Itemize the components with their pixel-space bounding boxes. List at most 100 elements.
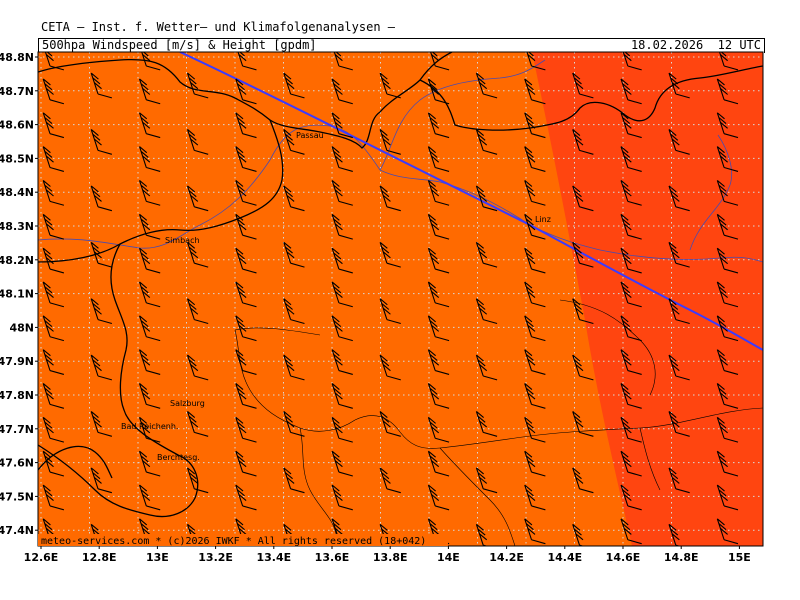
- wind-barb-icon: [138, 450, 161, 477]
- wind-barb-icon: [42, 213, 65, 240]
- wind-barb-icon: [524, 484, 546, 511]
- wind-barb-icon: [283, 411, 305, 437]
- wind-barb-icon: [331, 146, 353, 172]
- wind-barb-icon: [138, 484, 161, 511]
- wind-barb-icon: [235, 112, 257, 139]
- wind-barb-icon: [283, 129, 305, 155]
- wind-barb-icon: [235, 146, 257, 172]
- wind-barb-icon: [572, 354, 594, 381]
- wind-barb-icon: [620, 315, 642, 342]
- wind-barb-icon: [138, 416, 161, 443]
- wind-barb-icon: [524, 416, 546, 443]
- wind-barb-icon: [379, 129, 401, 155]
- wind-barb-icon: [42, 180, 65, 206]
- wind-barb-icon: [427, 349, 450, 375]
- wind-barb-icon: [427, 146, 450, 172]
- copyright-bg: [38, 534, 448, 546]
- wind-barb-icon: [475, 298, 498, 325]
- latitude-tick-label: 48.7N: [0, 85, 34, 98]
- wind-barb-icon: [42, 247, 65, 274]
- wind-barb-icon: [138, 180, 161, 206]
- wind-barb-icon: [524, 281, 546, 308]
- latitude-tick-label: 48.6N: [0, 119, 34, 132]
- wind-barb-icon: [138, 146, 161, 172]
- lat-lon-grid: [38, 52, 763, 546]
- wind-barb-icon: [138, 349, 161, 375]
- wind-barb-icon: [186, 354, 209, 381]
- wind-barb-icon: [138, 78, 161, 105]
- longitude-tick-label: 14E: [437, 551, 460, 564]
- wind-barb-icon: [42, 450, 65, 477]
- wind-barb-icon: [235, 416, 257, 443]
- wind-barb-icon: [42, 383, 65, 409]
- wind-barb-icon: [765, 408, 786, 440]
- wind-barb-icon: [235, 315, 257, 342]
- latitude-tick-label: 48.8N: [0, 51, 34, 64]
- wind-barb-icon: [668, 185, 690, 212]
- wind-barb-icon: [331, 180, 353, 206]
- wind-barb-icon: [524, 450, 546, 477]
- wind-barb-icon: [138, 112, 161, 139]
- copyright-notice: meteo-services.com * (c)2026 IWKF * All …: [41, 536, 426, 547]
- wind-barb-icon: [331, 112, 353, 139]
- wind-barb-icon: [90, 298, 113, 325]
- wind-barb-icon: [716, 213, 739, 240]
- wind-barb-icon: [427, 518, 450, 545]
- city-label: Salzburg: [170, 399, 205, 408]
- wind-barb-icon: [620, 450, 642, 477]
- wind-barb-icon: [235, 180, 257, 206]
- wind-barb-icon: [620, 52, 642, 71]
- wind-barb-icon: [427, 52, 450, 71]
- wind-barb-icon: [716, 349, 739, 375]
- wind-barb-icon: [235, 281, 257, 308]
- valid-datetime: 18.02.2026 12 UTC: [630, 38, 761, 52]
- wind-barb-icon: [765, 295, 786, 327]
- wind-barb-icon: [331, 52, 353, 71]
- wind-barb-icon: [572, 129, 594, 155]
- wind-barb-icon: [524, 146, 546, 172]
- wind-barbs: [42, 52, 786, 546]
- wind-barb-icon: [620, 383, 642, 409]
- wind-barb-icon: [42, 349, 65, 375]
- subtitle-bar: 500hpa_Windspeed_[m/s]_&_Height_[gpdm] 1…: [38, 38, 765, 53]
- wind-barb-icon: [427, 78, 450, 105]
- latitude-tick-label: 48.1N: [0, 288, 34, 301]
- wind-barb-icon: [235, 247, 257, 274]
- wind-barb-icon: [186, 185, 209, 212]
- wind-barb-icon: [620, 78, 642, 105]
- wind-barb-icon: [235, 78, 257, 105]
- wind-barb-icon: [235, 383, 257, 409]
- wind-barb-icon: [283, 354, 305, 381]
- wind-barb-icon: [716, 146, 739, 172]
- latitude-tick-label: 47.8N: [0, 389, 34, 402]
- wind-barb-icon: [42, 315, 65, 342]
- wind-barb-icon: [427, 281, 450, 308]
- wind-barb-icon: [90, 241, 113, 268]
- wind-barb-icon: [524, 213, 546, 240]
- wind-barb-icon: [620, 247, 642, 274]
- wind-barb-icon: [475, 241, 498, 268]
- wind-barb-icon: [331, 213, 353, 240]
- wind-barb-icon: [331, 78, 353, 105]
- wind-barb-icon: [138, 213, 161, 240]
- wind-barb-icon: [668, 523, 690, 546]
- latitude-labels: 48.8N 48.7N 48.6N 48.5N 48.4N 48.3N 48.2N 48.1N…: [0, 51, 38, 537]
- wind-barb-icon: [524, 180, 546, 206]
- longitude-tick-label: 14.4E: [547, 551, 582, 564]
- longitude-tick-label: 13.2E: [198, 551, 233, 564]
- wind-barb-icon: [620, 180, 642, 206]
- longitude-tick-label: 13E: [146, 551, 169, 564]
- city-label: Berchtesg.: [157, 453, 200, 462]
- wind-barb-icon: [524, 52, 546, 71]
- latitude-tick-label: 48.5N: [0, 152, 34, 165]
- wind-barb-icon: [475, 354, 498, 381]
- wind-barb-icon: [765, 351, 786, 383]
- wind-barb-icon: [475, 467, 498, 494]
- wind-barb-icon: [283, 185, 305, 212]
- wind-barb-icon: [379, 354, 401, 381]
- wind-barb-icon: [716, 52, 739, 71]
- wind-barb-icon: [620, 213, 642, 240]
- wind-barb-icon: [620, 112, 642, 139]
- wind-barb-icon: [235, 213, 257, 240]
- wind-barb-icon: [42, 281, 65, 308]
